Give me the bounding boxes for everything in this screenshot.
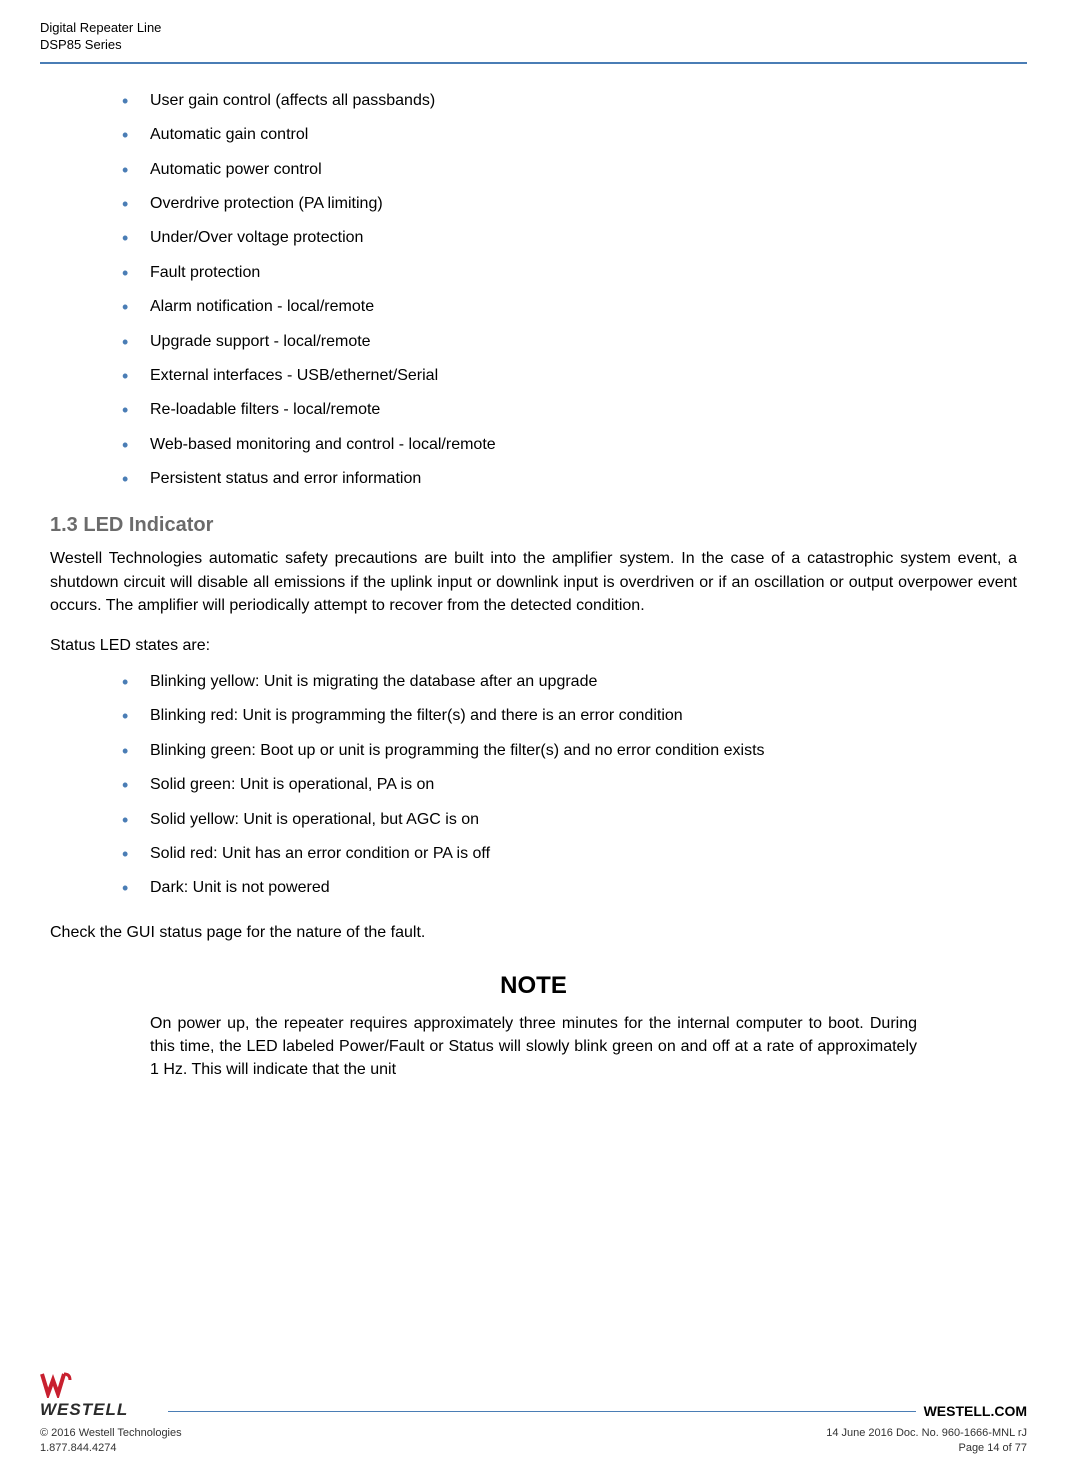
list-item: Solid green: Unit is operational, PA is … xyxy=(150,768,1017,802)
header-line-1: Digital Repeater Line xyxy=(40,20,1027,37)
footer-brand: WESTELL.COM xyxy=(924,1403,1027,1419)
page-header: Digital Repeater Line DSP85 Series xyxy=(40,20,1027,54)
footer-doc: 14 June 2016 Doc. No. 960-1666-MNL rJ xyxy=(826,1426,1027,1440)
list-item: Web-based monitoring and control - local… xyxy=(150,428,1017,462)
list-item: External interfaces - USB/ethernet/Seria… xyxy=(150,359,1017,393)
footer-right: 14 June 2016 Doc. No. 960-1666-MNL rJ Pa… xyxy=(826,1426,1027,1455)
page-content: User gain control (affects all passbands… xyxy=(40,84,1027,1082)
list-item: Automatic power control xyxy=(150,153,1017,187)
list-item: Persistent status and error information xyxy=(150,462,1017,496)
list-item: Blinking yellow: Unit is migrating the d… xyxy=(150,665,1017,699)
list-item: Solid yellow: Unit is operational, but A… xyxy=(150,803,1017,837)
list-item: Automatic gain control xyxy=(150,118,1017,152)
section-closing: Check the GUI status page for the nature… xyxy=(50,924,1017,942)
note-heading: NOTE xyxy=(50,972,1017,1000)
footer-left: © 2016 Westell Technologies 1.877.844.42… xyxy=(40,1426,182,1455)
status-intro: Status LED states are: xyxy=(50,637,1017,655)
footer-phone: 1.877.844.4274 xyxy=(40,1441,182,1455)
footer-page: Page 14 of 77 xyxy=(826,1441,1027,1455)
list-item: Dark: Unit is not powered xyxy=(150,871,1017,905)
section-heading: 1.3 LED Indicator xyxy=(50,514,1017,537)
list-item: Overdrive protection (PA limiting) xyxy=(150,187,1017,221)
logo-text: WESTELL xyxy=(40,1400,160,1420)
footer-copyright: © 2016 Westell Technologies xyxy=(40,1426,182,1440)
logo-mark-icon xyxy=(40,1372,74,1400)
list-item: Solid red: Unit has an error condition o… xyxy=(150,837,1017,871)
list-item: Alarm notification - local/remote xyxy=(150,290,1017,324)
list-item: User gain control (affects all passbands… xyxy=(150,84,1017,118)
list-item: Blinking green: Boot up or unit is progr… xyxy=(150,734,1017,768)
westell-logo: WESTELL xyxy=(40,1372,160,1422)
section-intro: Westell Technologies automatic safety pr… xyxy=(50,547,1017,617)
header-line-2: DSP85 Series xyxy=(40,37,1027,54)
header-rule xyxy=(40,62,1027,64)
footer-rule-wrap: WESTELL WESTELL.COM xyxy=(40,1372,1027,1422)
list-item: Blinking red: Unit is programming the fi… xyxy=(150,699,1017,733)
led-states-list: Blinking yellow: Unit is migrating the d… xyxy=(50,665,1017,906)
list-item: Under/Over voltage protection xyxy=(150,221,1017,255)
footer-bottom: © 2016 Westell Technologies 1.877.844.42… xyxy=(40,1426,1027,1455)
page-footer: WESTELL WESTELL.COM © 2016 Westell Techn… xyxy=(40,1372,1027,1455)
note-body: On power up, the repeater requires appro… xyxy=(50,1012,1017,1082)
footer-rule xyxy=(168,1411,916,1412)
list-item: Upgrade support - local/remote xyxy=(150,325,1017,359)
list-item: Fault protection xyxy=(150,256,1017,290)
list-item: Re-loadable filters - local/remote xyxy=(150,393,1017,427)
feature-list: User gain control (affects all passbands… xyxy=(50,84,1017,497)
